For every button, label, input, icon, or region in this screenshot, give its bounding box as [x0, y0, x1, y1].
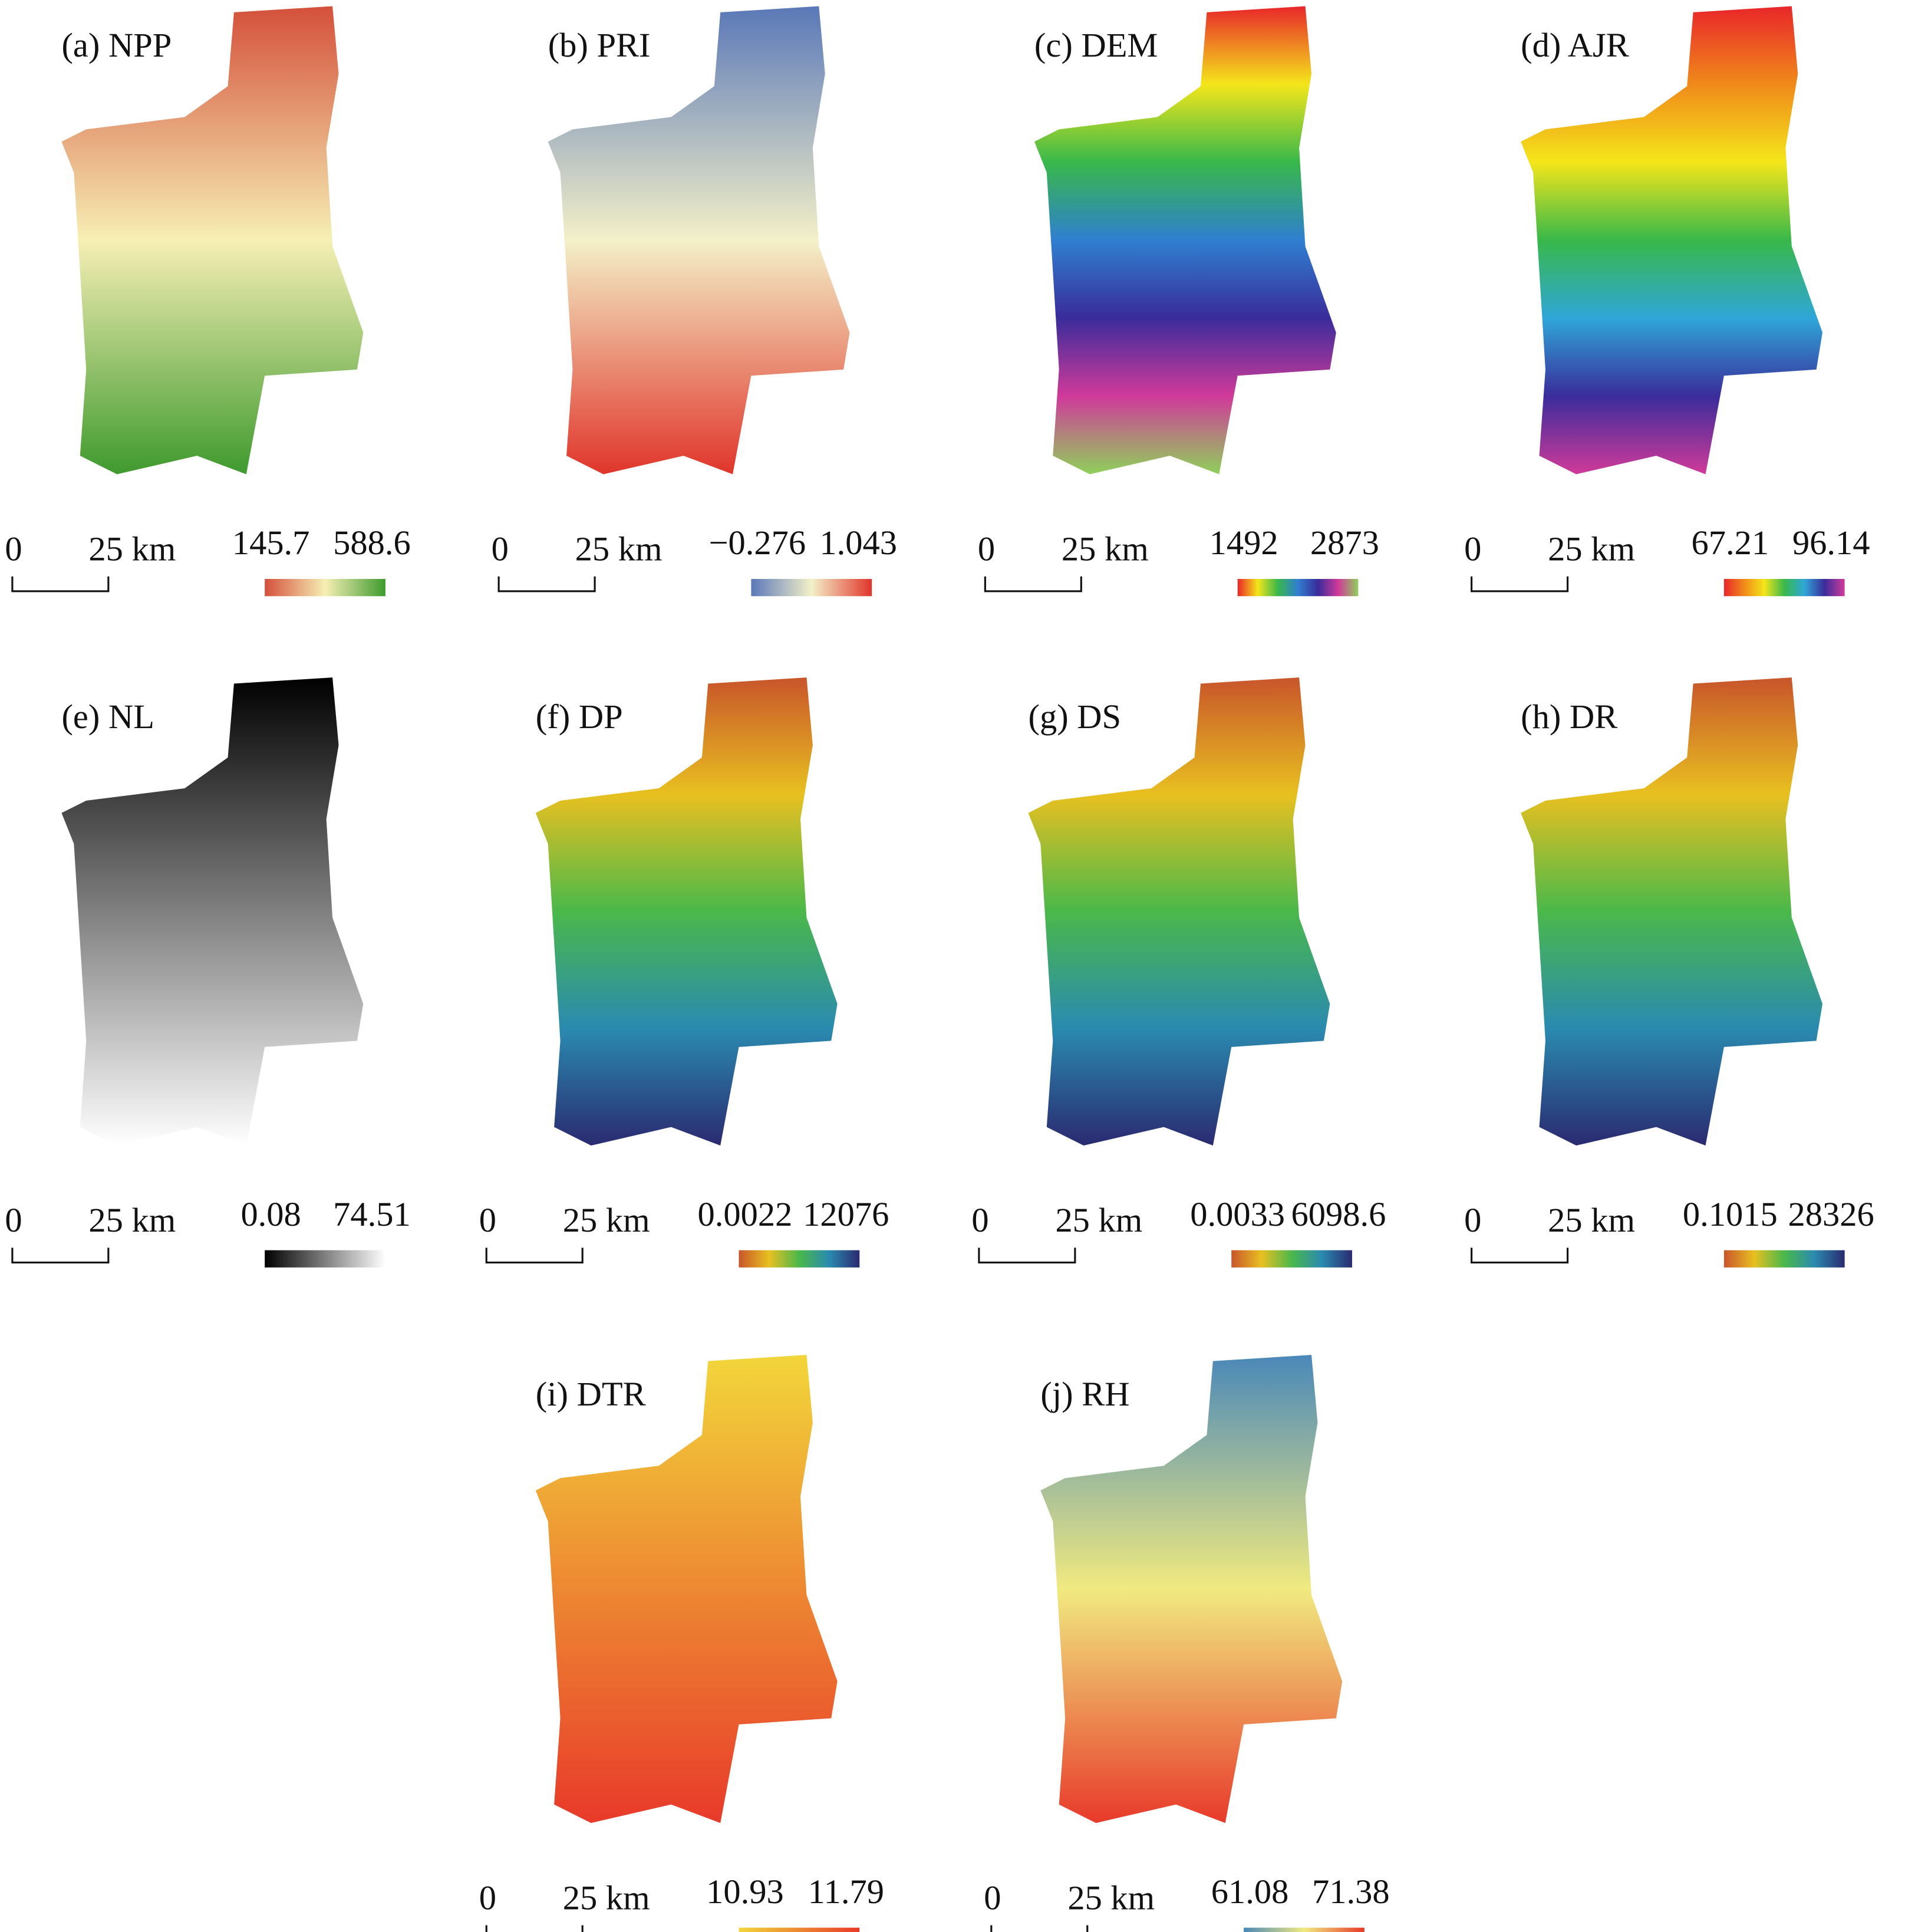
- colorbar: [1237, 578, 1359, 597]
- scale-zero: 0: [492, 530, 509, 568]
- panel-title: (e) NL: [61, 697, 154, 736]
- scale-bar: [978, 1248, 1076, 1264]
- scale-bar: [485, 1925, 584, 1932]
- colorbar: [265, 578, 385, 597]
- panel-title: (f) DP: [536, 697, 623, 736]
- scale-label: 25 km: [575, 530, 663, 568]
- legend-min: 0.0022: [698, 1195, 793, 1233]
- panel-title: (i) DTR: [536, 1375, 646, 1413]
- panel-title: (j) RH: [1040, 1375, 1129, 1413]
- scale-label: 25 km: [88, 530, 176, 568]
- legend-max: 28326: [1788, 1195, 1874, 1233]
- scale-label: 25 km: [1548, 1201, 1635, 1239]
- legend-min: 0.1015: [1683, 1195, 1778, 1233]
- scale-zero: 0: [1464, 1201, 1481, 1239]
- scale-zero: 0: [984, 1878, 1001, 1917]
- colorbar: [1231, 1250, 1352, 1268]
- scale-label: 25 km: [1548, 530, 1635, 568]
- colorbar: [1723, 1250, 1845, 1268]
- panel-title: (a) NPP: [61, 26, 172, 64]
- scale-bar: [984, 576, 1082, 593]
- legend-max: 2873: [1310, 524, 1379, 562]
- map-region: [1028, 677, 1330, 1146]
- scale-zero: 0: [978, 530, 995, 568]
- scale-zero: 0: [971, 1201, 988, 1239]
- scale-zero: 0: [5, 1201, 22, 1239]
- scale-zero: 0: [479, 1878, 496, 1917]
- legend-min: 0.08: [240, 1195, 301, 1233]
- legend-max: 11.79: [808, 1872, 884, 1911]
- panel-title: (b) PRI: [548, 26, 651, 64]
- legend-min: 0.0033: [1190, 1195, 1285, 1233]
- scale-bar: [11, 576, 110, 593]
- colorbar: [739, 1927, 860, 1932]
- scale-label: 25 km: [1055, 1201, 1142, 1239]
- map-region: [61, 677, 364, 1146]
- panel-title: (d) AJR: [1521, 26, 1629, 64]
- legend-max: 96.14: [1792, 524, 1870, 562]
- scale-bar: [1471, 1248, 1569, 1264]
- map-region: [1034, 6, 1336, 475]
- scale-bar: [990, 1925, 1089, 1932]
- scale-zero: 0: [479, 1201, 496, 1239]
- legend-min: −0.276: [709, 524, 806, 562]
- map-region: [548, 6, 850, 475]
- scale-zero: 0: [5, 530, 22, 568]
- scale-bar: [497, 576, 596, 593]
- panel-title: (c) DEM: [1034, 26, 1158, 64]
- colorbar: [265, 1250, 385, 1268]
- scale-zero: 0: [1464, 530, 1481, 568]
- scale-bar: [11, 1248, 110, 1264]
- scale-label: 25 km: [1062, 530, 1149, 568]
- panel-title: (g) DS: [1028, 697, 1121, 736]
- colorbar: [1244, 1927, 1365, 1932]
- legend-max: 6098.6: [1291, 1195, 1386, 1233]
- panel-title: (h) DR: [1521, 697, 1617, 736]
- scale-label: 25 km: [1067, 1878, 1155, 1917]
- legend-max: 71.38: [1312, 1872, 1390, 1911]
- legend-max: 74.51: [333, 1195, 411, 1233]
- legend-max: 1.043: [819, 524, 897, 562]
- legend-min: 67.21: [1692, 524, 1769, 562]
- legend-min: 10.93: [706, 1872, 784, 1911]
- colorbar: [1723, 578, 1845, 597]
- map-region: [535, 1355, 838, 1824]
- map-region: [61, 6, 364, 475]
- map-region: [535, 677, 838, 1146]
- colorbar: [739, 1250, 860, 1268]
- map-region: [1521, 6, 1823, 475]
- map-region: [1521, 677, 1823, 1146]
- legend-min: 145.7: [232, 524, 310, 562]
- scale-label: 25 km: [88, 1201, 176, 1239]
- scale-bar: [485, 1248, 584, 1264]
- legend-min: 61.08: [1211, 1872, 1289, 1911]
- colorbar: [751, 578, 872, 597]
- legend-max: 12076: [803, 1195, 889, 1233]
- map-region: [1040, 1355, 1343, 1824]
- scale-bar: [1471, 576, 1569, 593]
- scale-label: 25 km: [563, 1878, 650, 1917]
- legend-min: 1492: [1209, 524, 1278, 562]
- legend-max: 588.6: [333, 524, 411, 562]
- scale-label: 25 km: [563, 1201, 650, 1239]
